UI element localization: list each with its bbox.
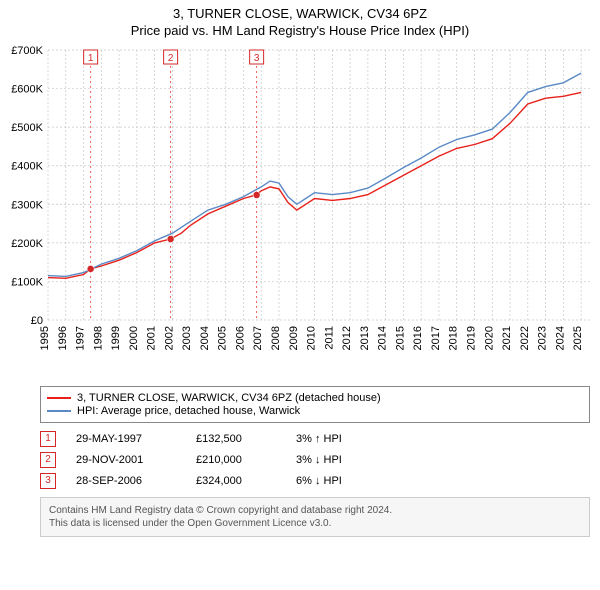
svg-text:£700K: £700K <box>11 45 43 57</box>
sale-events-table: 1 29-MAY-1997 £132,500 3% ↑ HPI 2 29-NOV-2001… <box>40 431 590 489</box>
svg-text:2016: 2016 <box>412 326 424 350</box>
footer-line2: This data is licensed under the Open Gov… <box>49 517 581 530</box>
sale-event-row: 3 28-SEP-2006 £324,000 6% ↓ HPI <box>40 473 590 489</box>
svg-text:2001: 2001 <box>146 326 158 350</box>
svg-text:2017: 2017 <box>430 326 442 350</box>
event-price: £132,500 <box>196 433 276 445</box>
event-date: 28-SEP-2006 <box>76 475 176 487</box>
svg-text:2019: 2019 <box>465 326 477 350</box>
svg-text:£300K: £300K <box>11 199 43 211</box>
legend-item: HPI: Average price, detached house, Warw… <box>47 405 583 417</box>
svg-text:2010: 2010 <box>306 326 318 350</box>
sale-event-row: 1 29-MAY-1997 £132,500 3% ↑ HPI <box>40 431 590 447</box>
chart-title-block: 3, TURNER CLOSE, WARWICK, CV34 6PZ Price… <box>0 0 600 40</box>
chart-area: £0 £100K £200K £300K £400K £500K £600K £700K 199… <box>0 40 600 380</box>
svg-text:2024: 2024 <box>554 326 566 350</box>
legend-label: HPI: Average price, detached house, Warw… <box>77 405 300 417</box>
svg-text:1995: 1995 <box>39 326 51 350</box>
price-hpi-line-chart: £0 £100K £200K £300K £400K £500K £600K £700K 199… <box>0 40 600 380</box>
legend: 3, TURNER CLOSE, WARWICK, CV34 6PZ (deta… <box>40 386 590 423</box>
svg-text:£600K: £600K <box>11 84 43 96</box>
svg-text:2020: 2020 <box>483 326 495 350</box>
svg-text:1999: 1999 <box>110 326 122 350</box>
sale-event-row: 2 29-NOV-2001 £210,000 3% ↓ HPI <box>40 452 590 468</box>
chart-title: 3, TURNER CLOSE, WARWICK, CV34 6PZ <box>0 6 600 21</box>
legend-swatch <box>47 410 71 412</box>
event-hpi-delta: 3% ↑ HPI <box>296 433 376 445</box>
svg-text:2022: 2022 <box>519 326 531 350</box>
event-date: 29-NOV-2001 <box>76 454 176 466</box>
event-price: £324,000 <box>196 475 276 487</box>
svg-text:2025: 2025 <box>572 326 584 350</box>
event-number-badge: 3 <box>40 473 56 489</box>
event-hpi-delta: 3% ↓ HPI <box>296 454 376 466</box>
svg-text:2009: 2009 <box>288 326 300 350</box>
svg-text:2006: 2006 <box>234 326 246 350</box>
svg-text:2002: 2002 <box>163 326 175 350</box>
svg-text:2011: 2011 <box>323 326 335 350</box>
svg-text:2003: 2003 <box>181 326 193 350</box>
footer-line1: Contains HM Land Registry data © Crown c… <box>49 504 581 517</box>
svg-text:2018: 2018 <box>448 326 460 350</box>
event-number-badge: 2 <box>40 452 56 468</box>
svg-text:£100K: £100K <box>11 276 43 288</box>
svg-text:2013: 2013 <box>359 326 371 350</box>
svg-text:1997: 1997 <box>75 326 87 350</box>
legend-item: 3, TURNER CLOSE, WARWICK, CV34 6PZ (deta… <box>47 392 583 404</box>
svg-text:2015: 2015 <box>394 326 406 350</box>
svg-text:1998: 1998 <box>92 326 104 350</box>
legend-label: 3, TURNER CLOSE, WARWICK, CV34 6PZ (deta… <box>77 392 381 404</box>
chart-subtitle: Price paid vs. HM Land Registry's House … <box>0 23 600 38</box>
svg-text:£200K: £200K <box>11 238 43 250</box>
svg-text:2012: 2012 <box>341 326 353 350</box>
svg-text:2008: 2008 <box>270 326 282 350</box>
event-price: £210,000 <box>196 454 276 466</box>
svg-text:2004: 2004 <box>199 326 211 350</box>
svg-text:2000: 2000 <box>128 326 140 350</box>
svg-text:£400K: £400K <box>11 161 43 173</box>
event-number-badge: 1 <box>40 431 56 447</box>
svg-text:3: 3 <box>254 53 260 64</box>
svg-text:1996: 1996 <box>57 326 69 350</box>
svg-text:£500K: £500K <box>11 122 43 134</box>
svg-text:1: 1 <box>88 53 94 64</box>
event-hpi-delta: 6% ↓ HPI <box>296 475 376 487</box>
svg-text:2014: 2014 <box>377 326 389 350</box>
svg-text:£0: £0 <box>31 315 43 327</box>
svg-text:2007: 2007 <box>252 326 264 350</box>
svg-text:2: 2 <box>168 53 174 64</box>
license-footer: Contains HM Land Registry data © Crown c… <box>40 497 590 537</box>
event-date: 29-MAY-1997 <box>76 433 176 445</box>
svg-text:2005: 2005 <box>217 326 229 350</box>
legend-swatch <box>47 397 71 399</box>
svg-text:2023: 2023 <box>537 326 549 350</box>
svg-text:2021: 2021 <box>501 326 513 350</box>
